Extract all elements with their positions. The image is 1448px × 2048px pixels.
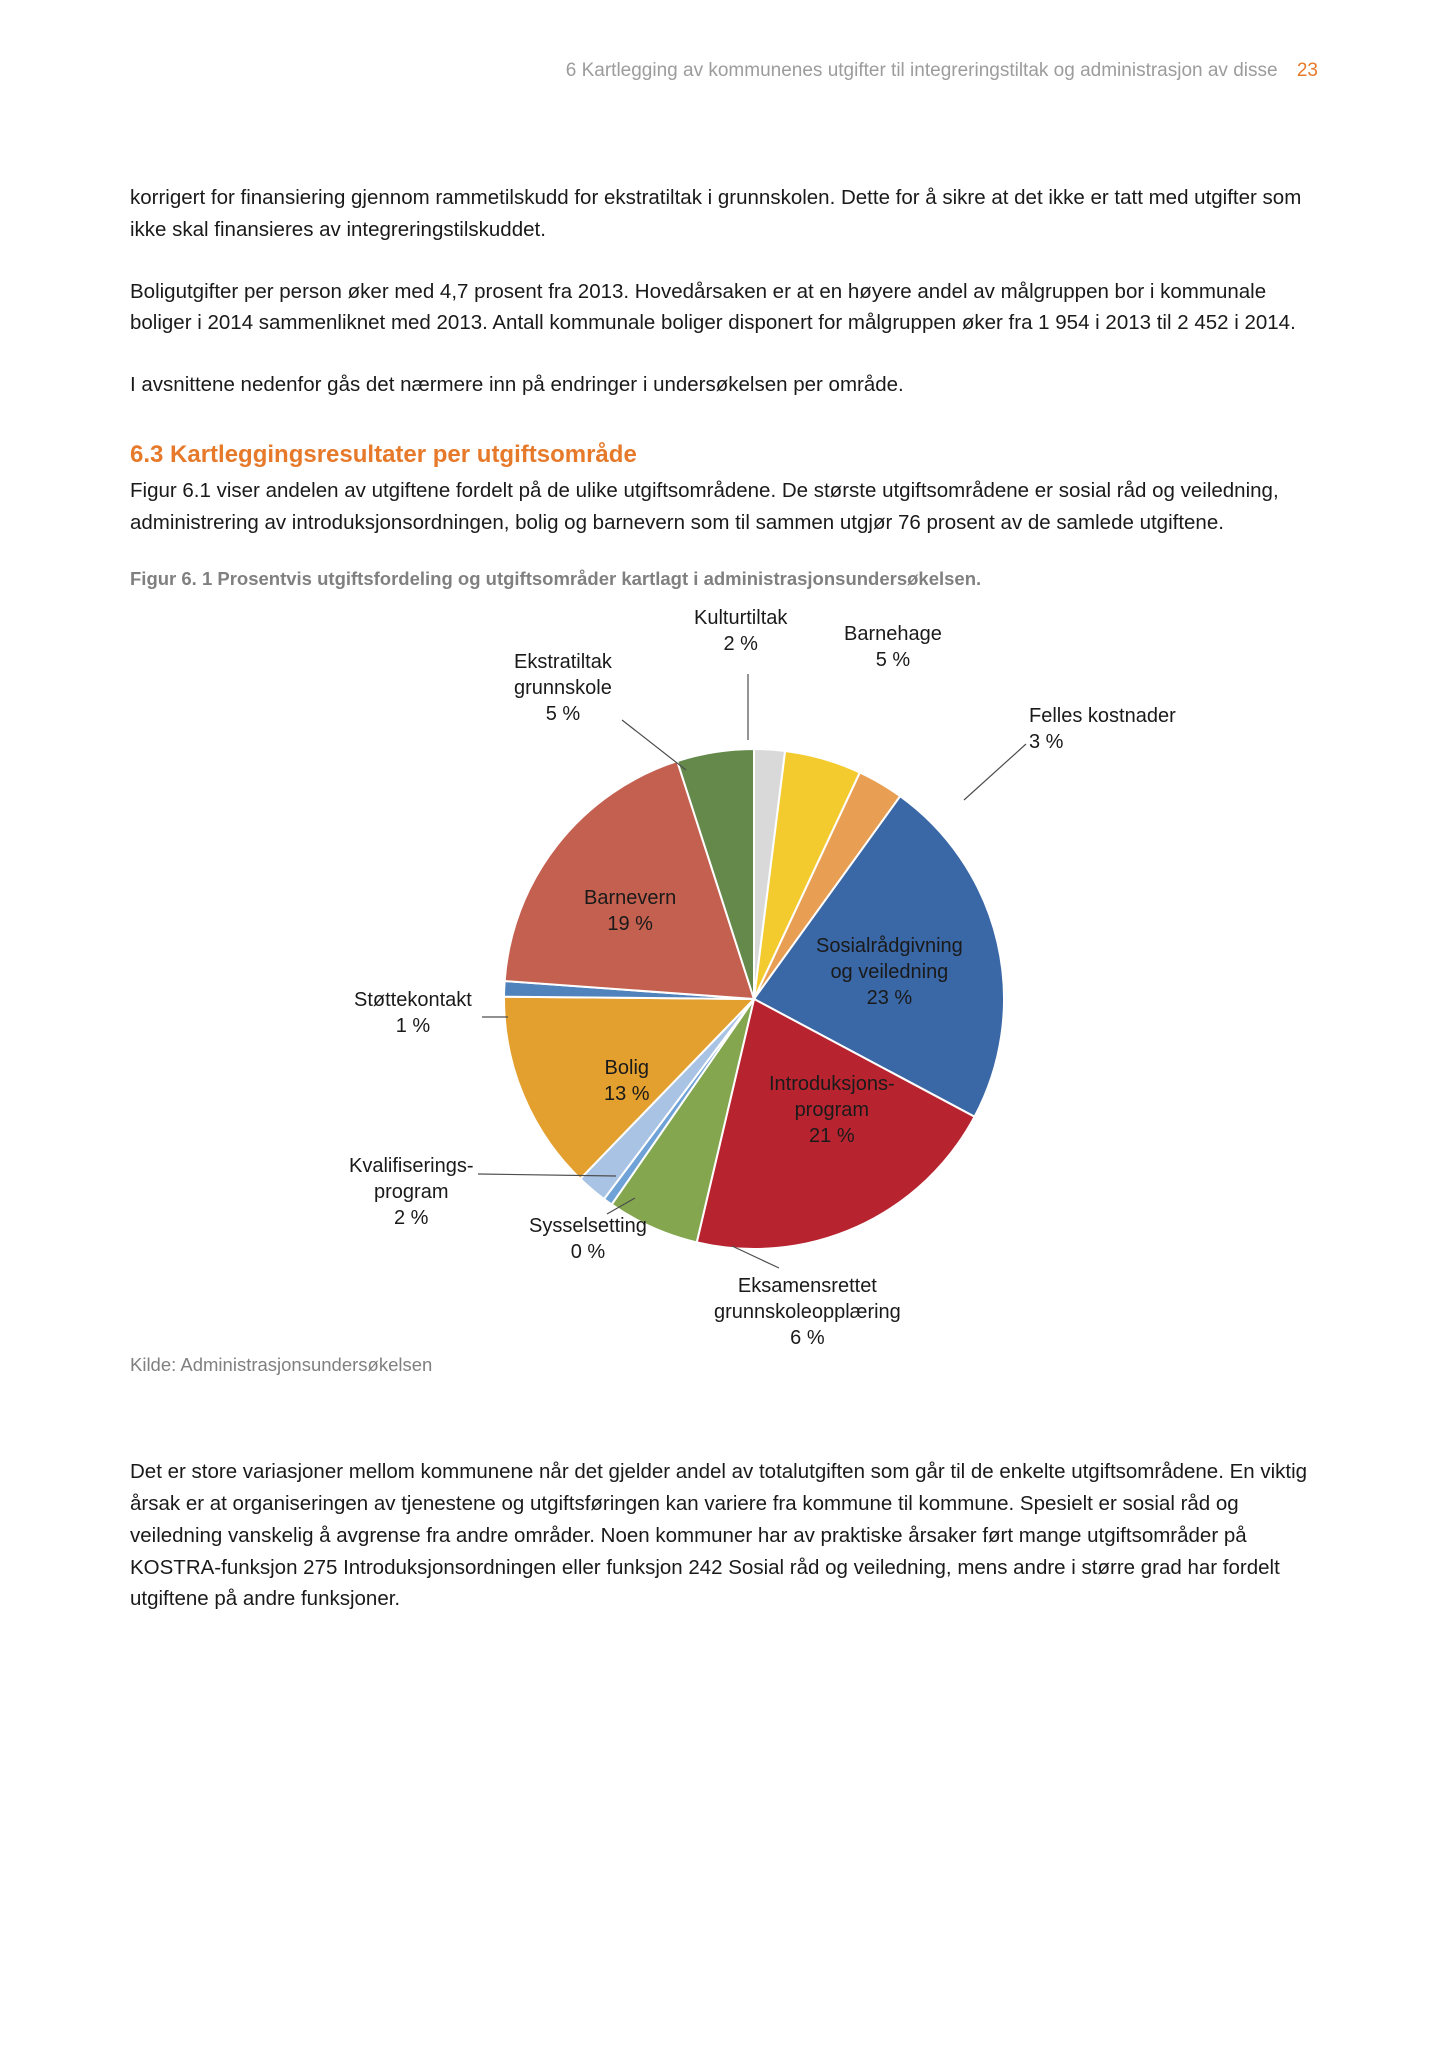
pie-slice-label: Støttekontakt1 % [354, 988, 472, 1039]
body-paragraph: Boligutgifter per person øker med 4,7 pr… [130, 276, 1318, 340]
pie-slice-label: Kulturtiltak2 % [694, 606, 787, 657]
header-section-title: 6 Kartlegging av kommunenes utgifter til… [566, 60, 1278, 81]
pie-slice-label: Felles kostnader3 % [1029, 704, 1176, 755]
pie-slice-label: Barnehage5 % [844, 622, 942, 673]
pie-slice-label: Kvalifiserings-program2 % [349, 1154, 473, 1231]
pie-slice-label: Sysselsetting0 % [529, 1214, 647, 1265]
body-paragraph: Det er store variasjoner mellom kommunen… [130, 1456, 1318, 1615]
pie-slice-label: Eksamensrettetgrunnskoleopplæring6 % [714, 1274, 901, 1351]
pie-chart: Kulturtiltak2 % Barnehage5 % Felles kostna… [254, 604, 1194, 1344]
document-page: 6 Kartlegging av kommunenes utgifter til… [0, 0, 1448, 2048]
section-heading: 6.3 Kartleggingsresultater per utgiftsom… [130, 441, 1318, 469]
page-header: 6 Kartlegging av kommunenes utgifter til… [130, 60, 1318, 82]
body-paragraph: Figur 6.1 viser andelen av utgiftene for… [130, 475, 1318, 539]
pie-slice-label: Introduksjons-program21 % [769, 1072, 895, 1149]
pie-chart-container: Kulturtiltak2 % Barnehage5 % Felles kostna… [130, 604, 1318, 1344]
body-paragraph: korrigert for finansiering gjennom ramme… [130, 182, 1318, 246]
pie-slice-label: Ekstratiltakgrunnskole5 % [514, 650, 612, 727]
pie-slice-label: Sosialrådgivningog veiledning23 % [816, 934, 963, 1011]
figure-caption: Figur 6. 1 Prosentvis utgiftsfordeling o… [130, 568, 1318, 590]
body-paragraph: I avsnittene nedenfor gås det nærmere in… [130, 369, 1318, 401]
pie-slice-label: Bolig13 % [604, 1056, 650, 1107]
pie-slice-label: Barnevern19 % [584, 886, 676, 937]
header-page-number: 23 [1297, 60, 1318, 81]
figure-source: Kilde: Administrasjonsundersøkelsen [130, 1354, 1318, 1376]
